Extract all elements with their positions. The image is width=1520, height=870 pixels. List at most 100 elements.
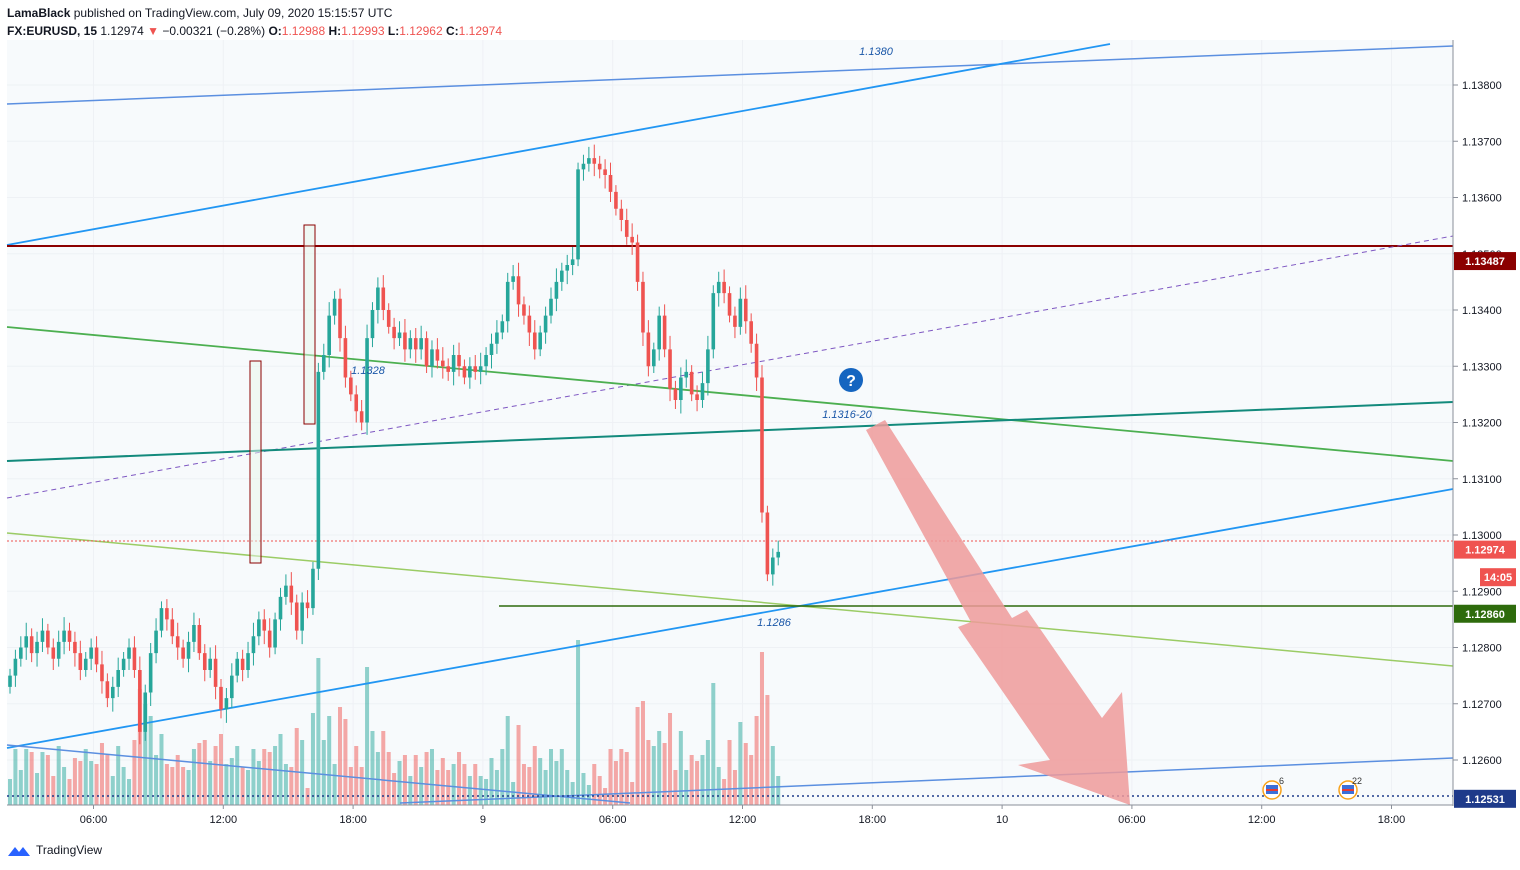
candle-body[interactable] — [446, 366, 451, 372]
candle-body[interactable] — [630, 236, 634, 243]
light-green-line[interactable] — [6, 532, 1454, 667]
candle-body[interactable] — [457, 355, 461, 367]
question-icon[interactable]: ? — [839, 368, 863, 392]
candle-body[interactable] — [716, 281, 721, 294]
candle-body[interactable] — [614, 191, 618, 209]
candle-body[interactable] — [311, 568, 315, 609]
candle-body[interactable] — [230, 675, 234, 699]
candle-body[interactable] — [321, 355, 326, 372]
green-descending-line[interactable] — [6, 326, 1454, 462]
candle-body[interactable] — [116, 670, 120, 687]
descending-blue-line[interactable] — [6, 744, 631, 804]
candle-body[interactable] — [62, 630, 66, 642]
candle-body[interactable] — [549, 298, 553, 316]
candle-body[interactable] — [197, 625, 202, 654]
candle-body[interactable] — [73, 641, 77, 654]
candle-body[interactable] — [89, 647, 93, 659]
candle-body[interactable] — [543, 315, 548, 333]
candle-body[interactable] — [240, 658, 245, 670]
candle-body[interactable] — [722, 281, 726, 294]
candle-body[interactable] — [143, 692, 148, 732]
candle-body[interactable] — [262, 619, 267, 631]
candle-body[interactable] — [403, 332, 407, 350]
candle-body[interactable] — [165, 608, 169, 620]
candle-body[interactable] — [733, 315, 737, 327]
candle-body[interactable] — [121, 658, 126, 670]
candle-body[interactable] — [235, 658, 240, 676]
candle-body[interactable] — [424, 338, 429, 367]
candle-body[interactable] — [646, 332, 651, 367]
candle-body[interactable] — [419, 338, 423, 350]
annotation-1380[interactable]: 1.1380 — [859, 46, 894, 58]
candle-body[interactable] — [413, 338, 418, 350]
candle-body[interactable] — [727, 293, 732, 316]
candle-body[interactable] — [484, 355, 488, 367]
candle-body[interactable] — [516, 276, 521, 305]
candle-body[interactable] — [349, 377, 353, 395]
annotation-1328[interactable]: 1.1328 — [351, 365, 386, 377]
dashed-trend-line[interactable] — [6, 235, 1454, 499]
candle-body[interactable] — [67, 630, 72, 642]
candle-body[interactable] — [83, 658, 88, 670]
candle-body[interactable] — [651, 349, 656, 367]
author-name[interactable]: LamaBlack — [7, 6, 71, 20]
candle-body[interactable] — [430, 349, 434, 367]
candle-body[interactable] — [738, 298, 743, 327]
candle-body[interactable] — [576, 169, 580, 260]
candle-body[interactable] — [760, 377, 764, 513]
candle-body[interactable] — [679, 377, 683, 401]
candle-body[interactable] — [267, 630, 272, 648]
candle-body[interactable] — [327, 315, 331, 355]
candle-body[interactable] — [527, 315, 532, 333]
price-axis[interactable]: 1.138001.137001.136001.135001.134001.133… — [1453, 80, 1502, 767]
candle-body[interactable] — [635, 242, 640, 282]
candle-body[interactable] — [127, 647, 131, 659]
candle-body[interactable] — [711, 293, 716, 350]
candle-body[interactable] — [462, 366, 467, 378]
candle-body[interactable] — [397, 332, 402, 339]
candle-body[interactable] — [343, 338, 348, 378]
highlight-box-2[interactable] — [303, 224, 316, 425]
candle-body[interactable] — [695, 394, 699, 400]
candle-body[interactable] — [435, 349, 440, 361]
candle-body[interactable] — [105, 681, 110, 699]
candle-body[interactable] — [619, 208, 624, 220]
candle-body[interactable] — [46, 630, 50, 648]
candle-body[interactable] — [554, 281, 559, 299]
candle-body[interactable] — [570, 259, 575, 265]
candle-body[interactable] — [765, 512, 770, 575]
candle-body[interactable] — [100, 664, 104, 682]
candle-body[interactable] — [370, 310, 375, 339]
candle-body[interactable] — [624, 220, 629, 237]
candle-body[interactable] — [132, 647, 137, 671]
candle-body[interactable] — [294, 602, 299, 631]
candle-body[interactable] — [354, 394, 359, 412]
candle-body[interactable] — [500, 321, 505, 333]
candle-body[interactable] — [468, 366, 472, 378]
channel-line-upper[interactable] — [6, 43, 1111, 246]
candle-body[interactable] — [257, 619, 261, 637]
candle-body[interactable] — [408, 338, 413, 350]
brand-name[interactable]: TradingView — [36, 843, 103, 857]
candle-body[interactable] — [332, 298, 337, 316]
time-axis[interactable]: 06:00 12:00 18:00 9 06:00 12:00 18:00 10 06:00 12… — [80, 805, 1406, 826]
candle-body[interactable] — [662, 315, 667, 350]
candle-body[interactable] — [40, 630, 45, 642]
candle-body[interactable] — [19, 647, 23, 659]
candle-body[interactable] — [473, 366, 478, 372]
candle-body[interactable] — [35, 641, 39, 654]
candle-body[interactable] — [110, 686, 115, 699]
candle-body[interactable] — [392, 326, 396, 339]
candle-body[interactable] — [386, 310, 391, 327]
candle-body[interactable] — [219, 686, 223, 710]
candle-body[interactable] — [754, 343, 759, 378]
candle-body[interactable] — [489, 343, 494, 355]
candle-body[interactable] — [673, 388, 678, 400]
candle-body[interactable] — [776, 551, 781, 558]
channel-line-lower[interactable] — [6, 488, 1454, 749]
candle-body[interactable] — [743, 298, 748, 322]
candle-body[interactable] — [522, 304, 526, 316]
candle-body[interactable] — [300, 602, 304, 631]
candle-body[interactable] — [51, 647, 56, 659]
